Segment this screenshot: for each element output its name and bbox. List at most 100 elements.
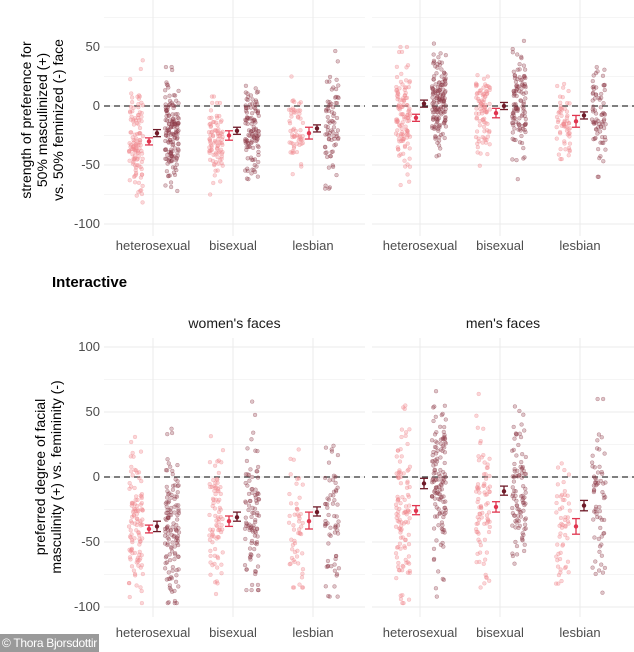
data-point: [437, 92, 443, 98]
data-point: [323, 584, 328, 589]
data-point: [335, 528, 340, 533]
data-point: [510, 50, 515, 55]
data-point: [484, 550, 490, 555]
data-point: [521, 484, 526, 489]
data-point: [139, 588, 144, 594]
data-point: [487, 87, 492, 93]
data-point: [131, 568, 137, 573]
data-point: [477, 123, 482, 128]
data-point: [487, 473, 492, 479]
data-point: [486, 510, 492, 515]
data-point: [128, 469, 134, 474]
data-point: [136, 131, 142, 136]
data-point: [133, 573, 138, 578]
data-point: [210, 563, 215, 568]
data-point: [251, 523, 256, 528]
data-point: [166, 537, 171, 542]
category-tick-label: heterosexual: [116, 625, 191, 640]
data-point: [329, 449, 335, 454]
data-point: [170, 139, 176, 145]
data-point: [330, 105, 336, 110]
data-point: [435, 62, 440, 67]
data-point: [403, 510, 408, 515]
data-point: [481, 99, 486, 105]
data-point: [405, 570, 411, 575]
data-point: [564, 115, 570, 120]
data-point: [398, 112, 403, 117]
data-point: [131, 174, 137, 180]
data-point: [521, 108, 526, 113]
data-point: [163, 95, 168, 100]
data-point: [439, 67, 444, 72]
data-point: [211, 152, 216, 157]
data-point: [602, 451, 607, 456]
data-point: [325, 128, 331, 133]
data-point: [165, 152, 170, 158]
mean-point: [146, 526, 152, 532]
data-point: [176, 554, 181, 559]
data-point: [291, 558, 296, 563]
data-point: [475, 521, 481, 526]
data-point: [558, 515, 564, 521]
data-point: [165, 126, 170, 131]
data-point: [407, 146, 412, 151]
data-point: [128, 484, 134, 489]
data-point: [220, 163, 225, 168]
data-point: [437, 484, 442, 489]
data-point: [292, 512, 297, 517]
data-point: [170, 565, 175, 570]
data-point: [594, 64, 599, 70]
data-point: [164, 169, 170, 174]
data-point: [140, 571, 146, 577]
data-point: [290, 127, 296, 133]
data-point: [212, 488, 217, 494]
data-point: [431, 546, 437, 551]
data-point: [430, 459, 436, 464]
data-point: [431, 471, 436, 476]
data-point: [250, 157, 256, 163]
data-point: [330, 501, 336, 506]
data-point: [563, 564, 569, 570]
data-point: [216, 535, 221, 540]
data-point: [243, 121, 248, 126]
data-point: [431, 418, 436, 424]
data-point: [593, 504, 599, 509]
data-point: [484, 575, 489, 580]
data-point: [297, 133, 302, 138]
data-point: [555, 558, 560, 563]
data-point: [396, 560, 401, 566]
data-point: [478, 101, 484, 106]
data-point: [247, 546, 253, 551]
data-point: [512, 461, 517, 467]
data-point: [175, 129, 180, 134]
category-tick-label: bisexual: [209, 625, 257, 640]
data-point: [335, 485, 340, 490]
data-point: [333, 489, 339, 494]
data-point: [165, 524, 170, 529]
data-point: [336, 519, 341, 524]
data-point: [513, 103, 518, 108]
data-point: [208, 553, 213, 559]
data-point: [290, 547, 295, 552]
data-point: [430, 453, 435, 458]
data-point: [210, 527, 216, 532]
data-point: [402, 497, 407, 502]
data-point: [399, 434, 404, 440]
data-point: [432, 489, 437, 494]
data-point: [512, 107, 517, 112]
data-point: [249, 540, 254, 546]
data-point: [253, 448, 258, 453]
data-point: [437, 62, 442, 68]
data-point: [567, 126, 573, 131]
data-point: [175, 131, 180, 137]
data-point: [296, 447, 301, 452]
data-point: [597, 509, 603, 514]
data-point: [139, 495, 144, 501]
data-point: [176, 530, 182, 535]
data-point: [325, 114, 330, 120]
data-point: [165, 600, 170, 606]
data-point: [401, 405, 406, 410]
data-point: [323, 445, 329, 450]
data-point: [164, 560, 170, 565]
data-point: [403, 90, 408, 96]
